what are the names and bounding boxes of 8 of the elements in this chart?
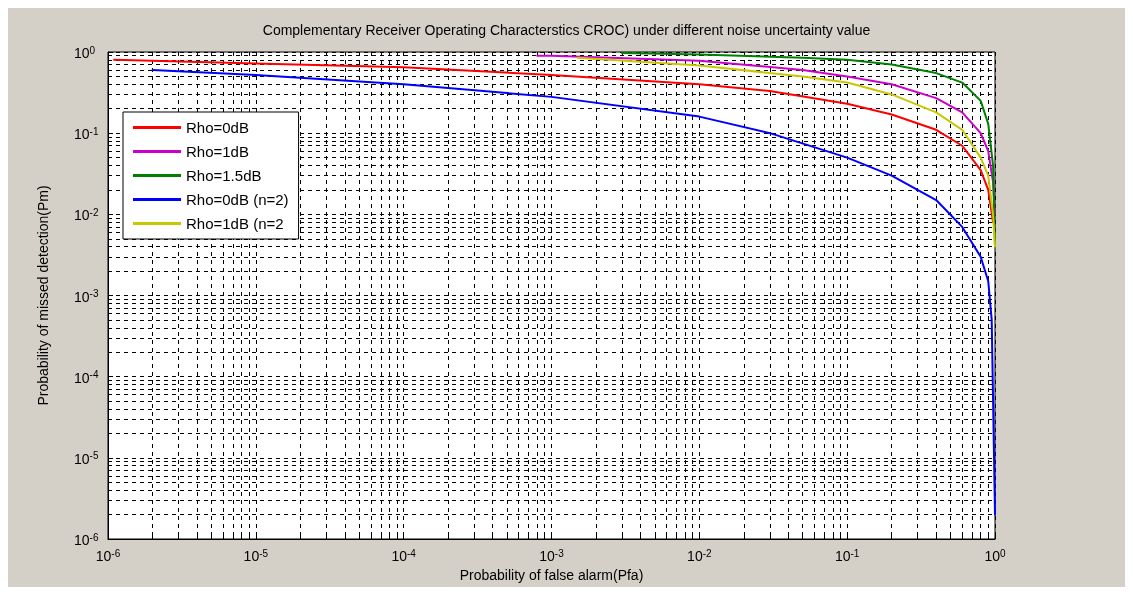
x-axis-title: Probability of false alarm(Pfa) (459, 566, 644, 583)
chart-title: Complementary Receiver Operating Characterstics CROC) under different noise uncertainty value (262, 22, 871, 38)
legend-label: Rho=1dB (n=2 (186, 215, 284, 232)
legend-label: Rho=0dB (186, 119, 249, 136)
legend-label: Rho=0dB (n=2) (186, 191, 289, 208)
y-axis-title: Probability of missed detection(Pm) (35, 185, 51, 406)
legend-label: Rho=1.5dB (186, 167, 262, 184)
legend-label: Rho=1dB (186, 143, 249, 160)
